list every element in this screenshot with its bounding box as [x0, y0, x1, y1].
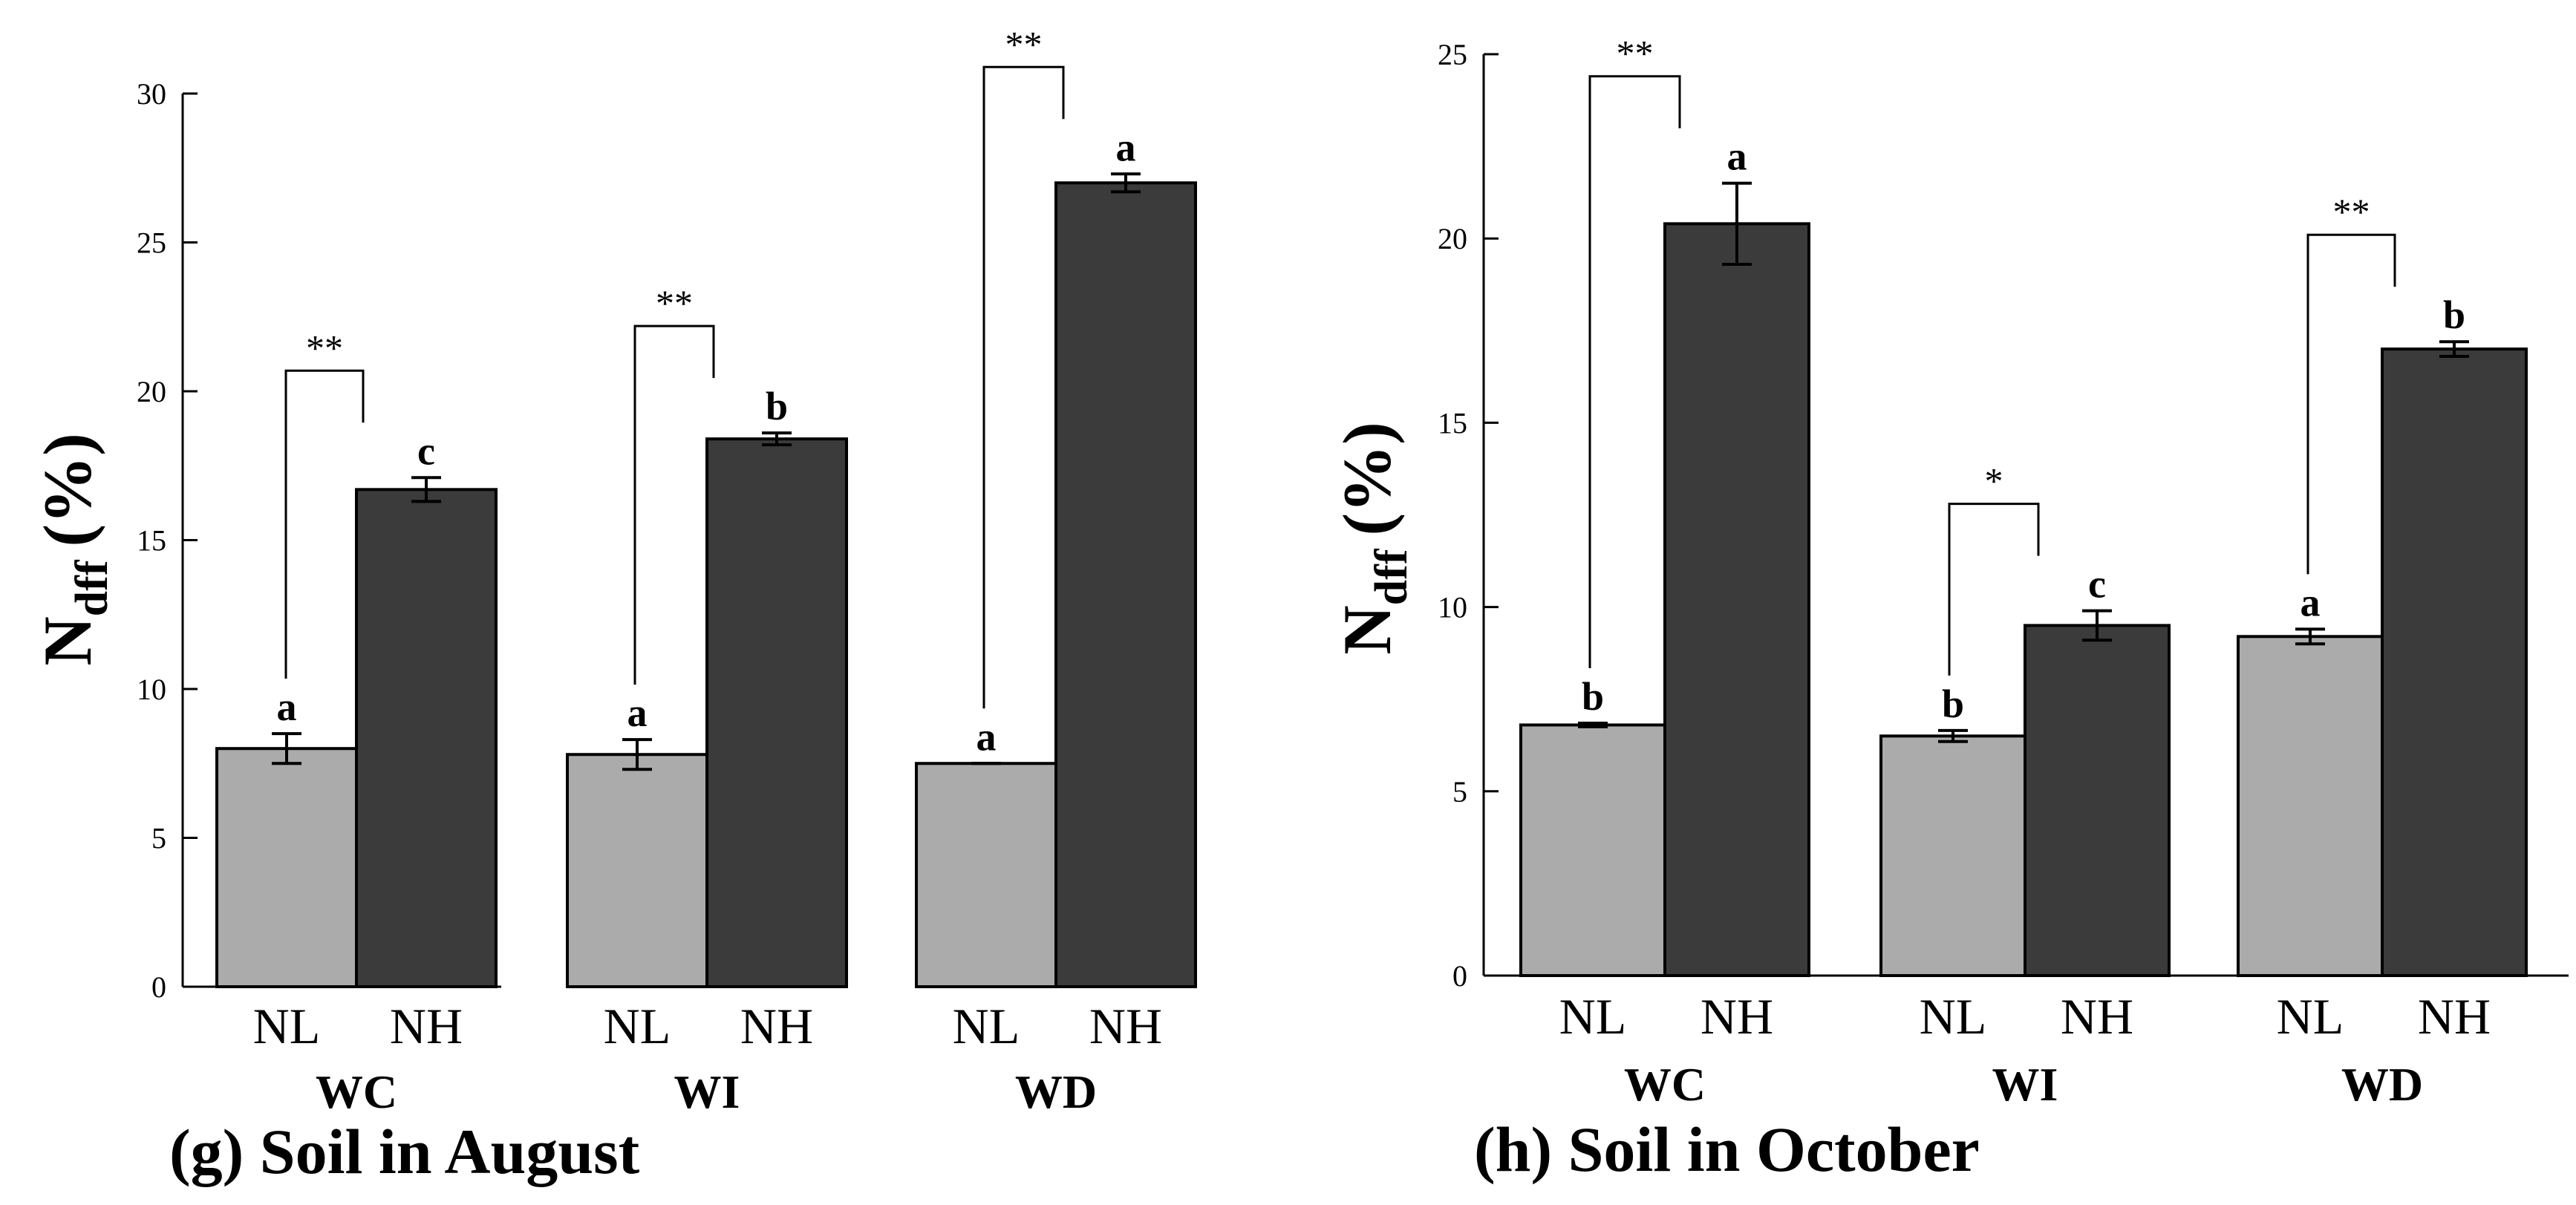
bar-nl-wi — [566, 753, 708, 988]
significance-letter: b — [1582, 674, 1604, 719]
y-axis-label-sub: dff — [1366, 548, 1417, 605]
significance-bracket — [284, 369, 365, 679]
y-axis-label-unit: (%) — [1329, 422, 1405, 535]
significance-letter: b — [766, 384, 788, 428]
y-tick-label: 15 — [1438, 406, 1467, 440]
group-label-wi: WI — [674, 1065, 740, 1118]
panel-g-soil-august: 051015202530Ndff(%)aNLcNHWC**aNLbNHWI**a… — [30, 23, 1197, 1187]
bar-nl-wd — [915, 762, 1057, 988]
significance-letter: a — [627, 690, 648, 735]
y-tick-label: 10 — [137, 673, 166, 706]
group-label-wd: WD — [2341, 1058, 2423, 1111]
significance-stars: ** — [2333, 191, 2370, 232]
significance-letter: c — [417, 428, 435, 473]
y-tick-label: 15 — [137, 524, 166, 558]
category-label-nl: NL — [1920, 988, 1987, 1045]
significance-bracket — [1948, 503, 2040, 676]
panel-title: (h) Soil in October — [1474, 1114, 1980, 1185]
bar-nh-wd — [2381, 347, 2528, 977]
category-label-nh: NH — [1701, 988, 1773, 1045]
significance-bracket — [982, 65, 1065, 709]
y-axis-label: Ndff (%) — [1329, 422, 1417, 655]
y-axis-label: Ndff (%) — [30, 433, 117, 666]
significance-letter: b — [2443, 293, 2465, 337]
bar-nl-wc — [215, 747, 358, 988]
y-axis-label-sub: dff — [67, 559, 117, 616]
group-label-wd: WD — [1015, 1065, 1097, 1118]
bar-nl-wi — [1879, 734, 2026, 978]
category-label-nl: NL — [604, 998, 671, 1054]
significance-stars: ** — [656, 282, 693, 324]
y-axis-label-main: N — [30, 616, 105, 665]
group-label-wi: WI — [1992, 1058, 2058, 1111]
category-label-nh: NH — [390, 998, 463, 1054]
y-axis-label-unit: (%) — [30, 433, 105, 546]
y-tick-label: 5 — [151, 822, 166, 855]
significance-stars: * — [1985, 460, 2003, 502]
group-label-wc: WC — [1624, 1058, 1706, 1111]
bar-nh-wc — [355, 488, 498, 988]
bar-nl-wc — [1519, 723, 1666, 977]
bar-nl-wd — [2237, 635, 2384, 977]
y-tick-label: 25 — [1438, 38, 1467, 71]
bar-nh-wc — [1663, 222, 1810, 977]
bar-nh-wi — [705, 437, 848, 988]
significance-letter: b — [1942, 682, 1964, 726]
panel-h-soil-october: 0510152025Ndff(%)bNLaNHWC**bNLcNHWI*aNLb… — [1329, 33, 2569, 1185]
category-label-nl: NL — [2277, 988, 2344, 1045]
significance-letter: a — [1116, 125, 1136, 169]
group-label-wc: WC — [316, 1065, 397, 1118]
significance-stars: ** — [1617, 33, 1654, 74]
significance-bracket — [1588, 75, 1681, 668]
significance-bracket — [633, 324, 715, 685]
y-tick-label: 0 — [1452, 959, 1467, 993]
y-tick-label: 30 — [137, 77, 166, 111]
y-tick-label: 5 — [1452, 775, 1467, 809]
y-tick-label: 0 — [151, 970, 166, 1004]
bar-nh-wi — [2024, 624, 2171, 977]
panel-title: (g) Soil in August — [169, 1116, 640, 1187]
y-tick-label: 20 — [137, 375, 166, 408]
category-label-nl: NL — [253, 998, 321, 1054]
y-tick-label: 25 — [137, 226, 166, 260]
significance-stars: ** — [1005, 23, 1043, 65]
category-label-nl: NL — [1559, 988, 1627, 1045]
category-label-nh: NH — [2418, 988, 2491, 1045]
category-label-nh: NH — [2061, 988, 2133, 1045]
significance-letter: a — [1727, 134, 1747, 179]
category-label-nl: NL — [953, 998, 1020, 1054]
significance-letter: a — [976, 714, 997, 759]
category-label-nh: NH — [740, 998, 813, 1054]
significance-letter: c — [2088, 562, 2106, 607]
category-label-nh: NH — [1089, 998, 1162, 1054]
y-axis-label-main: N — [1329, 605, 1405, 654]
significance-stars: ** — [306, 327, 343, 368]
significance-letter: a — [277, 685, 297, 729]
significance-bracket — [2306, 233, 2396, 575]
bar-nh-wd — [1054, 181, 1197, 988]
y-tick-label: 10 — [1438, 591, 1467, 624]
significance-letter: a — [2301, 580, 2321, 624]
y-tick-label: 20 — [1438, 222, 1467, 255]
